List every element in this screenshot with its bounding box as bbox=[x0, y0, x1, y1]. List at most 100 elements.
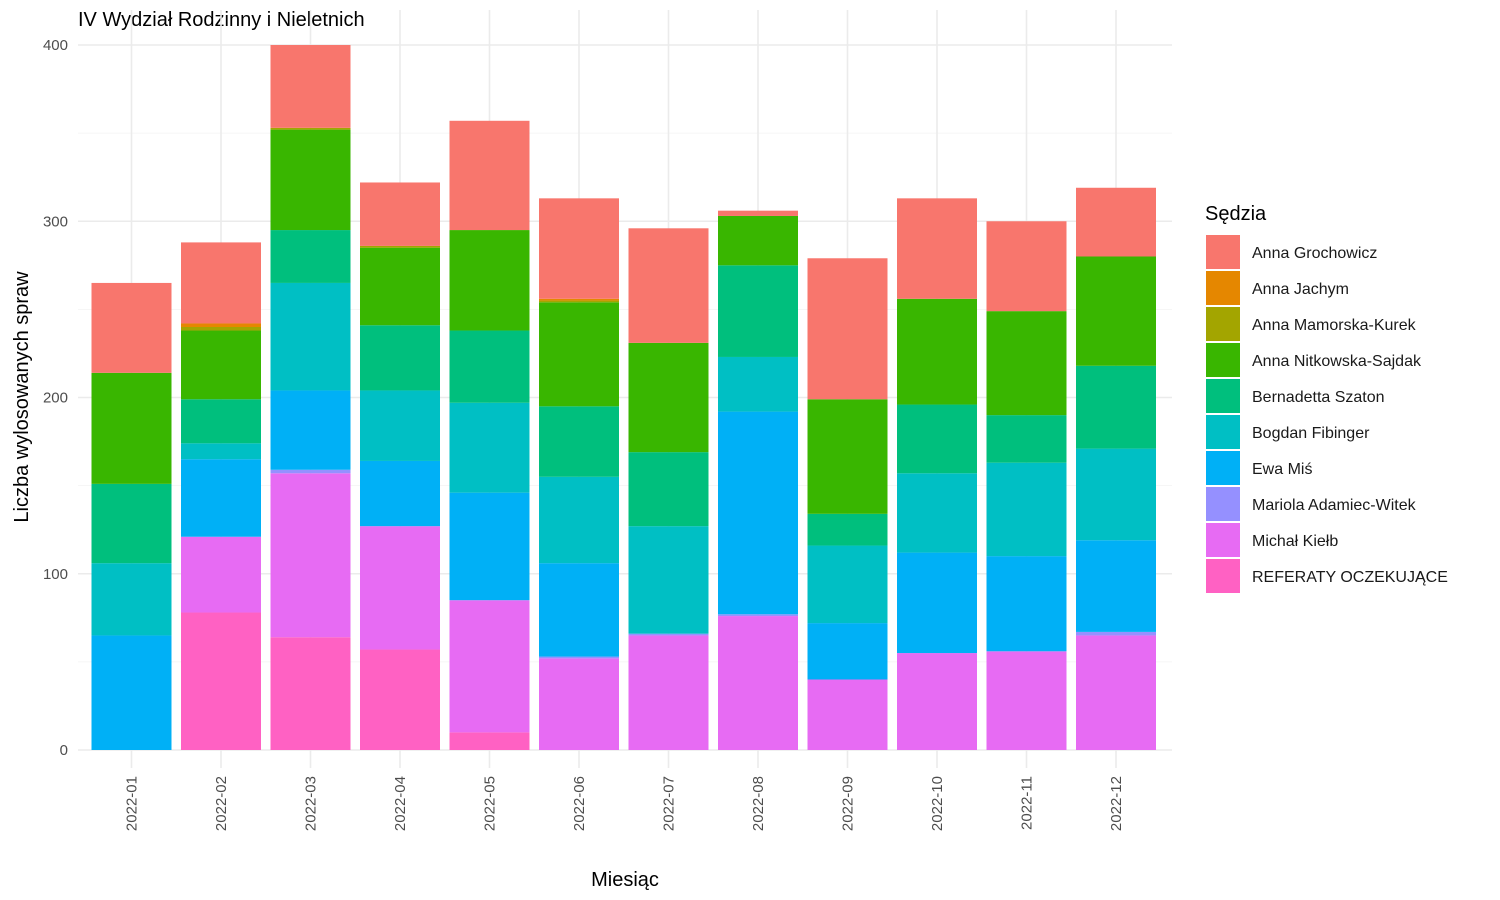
bar-segment bbox=[181, 443, 261, 460]
bar-segment bbox=[270, 390, 351, 470]
bar-segment bbox=[91, 282, 172, 373]
bar-segment bbox=[897, 552, 977, 654]
bar-segment bbox=[449, 492, 530, 601]
bar-segment bbox=[628, 633, 709, 636]
bar-segment bbox=[628, 635, 709, 750]
bar-segment bbox=[270, 129, 351, 231]
x-axis-title: Miesiąc bbox=[591, 869, 659, 891]
bar-segment bbox=[807, 513, 888, 546]
bar-segment bbox=[91, 635, 172, 750]
bar-segment bbox=[449, 600, 530, 733]
bar-segment bbox=[718, 411, 798, 615]
bar-segment bbox=[897, 473, 977, 553]
legend-swatch bbox=[1206, 379, 1240, 413]
bar-segment bbox=[449, 230, 530, 331]
bar-segment bbox=[181, 242, 261, 324]
bar-segment bbox=[1076, 540, 1156, 632]
bar-segment bbox=[718, 616, 798, 750]
legend-label: Mariola Adamiec-Witek bbox=[1252, 497, 1417, 514]
bar-segment bbox=[360, 245, 440, 248]
legend-items: Anna Grochowicz Anna Jachym Anna Mamorska-… bbox=[1206, 235, 1448, 593]
bar-segment bbox=[539, 406, 619, 477]
bar-segment bbox=[270, 127, 351, 130]
x-tick-label: 2022-04 bbox=[392, 776, 409, 831]
bar-segment bbox=[718, 265, 798, 357]
bar-segment bbox=[360, 460, 440, 527]
y-tick-label: 0 bbox=[60, 742, 68, 759]
bar-segment bbox=[270, 230, 351, 283]
bar-segment bbox=[539, 198, 619, 299]
legend-label: REFERATY OCZEKUJĄCE bbox=[1252, 569, 1448, 586]
bar-segment bbox=[270, 473, 351, 638]
x-tick-label: 2022-08 bbox=[750, 776, 767, 831]
bar-segment bbox=[718, 356, 798, 412]
x-tick-label: 2022-06 bbox=[571, 776, 588, 831]
bar-segment bbox=[360, 247, 440, 326]
bar-segment bbox=[449, 402, 530, 493]
x-axis-ticks: 2022-01 2022-02 2022-03 2022-04 2022-05 2022-… bbox=[124, 776, 1126, 831]
bar-segment bbox=[1076, 256, 1156, 366]
y-axis-title: Liczba wylosowanych spraw bbox=[11, 271, 33, 523]
bar-segment bbox=[718, 215, 798, 266]
bar-segment bbox=[539, 300, 619, 303]
x-tick-label: 2022-10 bbox=[929, 776, 946, 831]
x-tick-label: 2022-11 bbox=[1019, 776, 1036, 830]
bar-segment bbox=[1076, 448, 1156, 541]
bar-segment bbox=[181, 323, 261, 327]
bar-segment bbox=[91, 372, 172, 484]
y-tick-label: 200 bbox=[43, 390, 68, 407]
bar-segment bbox=[91, 483, 172, 564]
legend-swatch bbox=[1206, 487, 1240, 521]
legend-title: Sędzia bbox=[1205, 203, 1267, 225]
bar-segment bbox=[360, 325, 440, 391]
x-tick-label: 2022-03 bbox=[303, 776, 320, 831]
bar-segment bbox=[360, 649, 440, 750]
bar-segment bbox=[449, 330, 530, 403]
bar-segment bbox=[181, 330, 261, 400]
bar-segment bbox=[539, 563, 619, 657]
bar-segment bbox=[986, 415, 1067, 463]
y-tick-label: 300 bbox=[43, 213, 68, 230]
legend-label: Ewa Miś bbox=[1252, 461, 1312, 478]
bar-segment bbox=[628, 452, 709, 527]
x-tick-label: 2022-07 bbox=[661, 776, 678, 831]
bar-segment bbox=[628, 342, 709, 453]
bar-segment bbox=[181, 459, 261, 537]
legend-swatch bbox=[1206, 235, 1240, 269]
bar-segment bbox=[91, 563, 172, 636]
bar-segment bbox=[807, 623, 888, 680]
y-tick-label: 400 bbox=[43, 37, 68, 54]
bar-segment bbox=[718, 210, 798, 216]
legend-swatch bbox=[1206, 307, 1240, 341]
bar-segment bbox=[807, 399, 888, 514]
bar-segment bbox=[181, 612, 261, 750]
bar-segment bbox=[628, 228, 709, 343]
legend-label: Anna Grochowicz bbox=[1252, 245, 1377, 262]
bar-segment bbox=[181, 536, 261, 613]
y-tick-label: 100 bbox=[43, 566, 68, 583]
x-tick-label: 2022-02 bbox=[213, 776, 230, 831]
bar-segment bbox=[181, 327, 261, 331]
x-tick-label: 2022-12 bbox=[1108, 776, 1125, 831]
bar-segment bbox=[181, 399, 261, 444]
bar-segment bbox=[360, 390, 440, 461]
x-tick-label: 2022-09 bbox=[840, 776, 857, 831]
bar-segment bbox=[539, 298, 619, 301]
bar-segment bbox=[897, 404, 977, 474]
bars bbox=[91, 45, 1156, 750]
bar-segment bbox=[986, 221, 1067, 312]
legend-swatch bbox=[1206, 451, 1240, 485]
legend-label: Anna Jachym bbox=[1252, 281, 1349, 298]
bar-segment bbox=[270, 45, 351, 128]
bar-segment bbox=[897, 653, 977, 750]
legend-swatch bbox=[1206, 523, 1240, 557]
bar-segment bbox=[539, 658, 619, 750]
legend-label: Michał Kiełb bbox=[1252, 533, 1338, 550]
bar-segment bbox=[1076, 187, 1156, 257]
legend-label: Bernadetta Szaton bbox=[1252, 389, 1385, 406]
legend-label: Anna Nitkowska-Sajdak bbox=[1252, 353, 1422, 370]
bar-segment bbox=[360, 526, 440, 650]
bar-segment bbox=[539, 476, 619, 564]
y-axis-ticks: 0 100 200 300 400 bbox=[43, 37, 68, 759]
